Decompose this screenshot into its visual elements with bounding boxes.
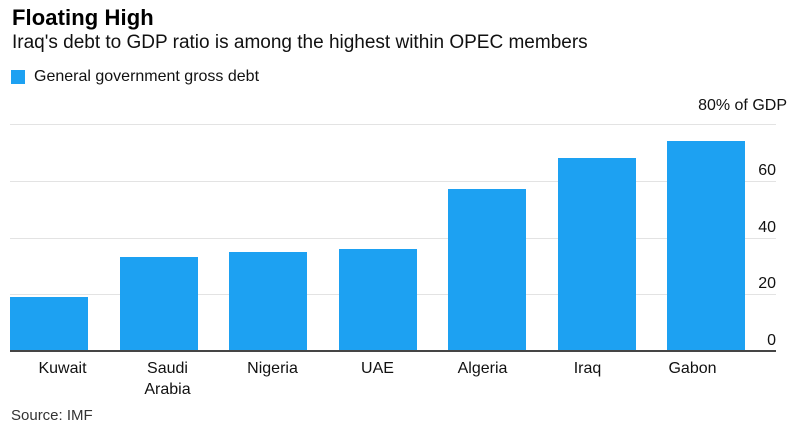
bar-kuwait — [10, 297, 88, 351]
x-axis-category-labels: Kuwait Saudi Arabia Nigeria UAE Algeria Iraq G… — [10, 358, 745, 400]
x-category-label-text: Iraq — [573, 360, 602, 377]
x-category-label-text: Algeria — [457, 360, 508, 377]
legend-swatch-icon — [11, 70, 25, 84]
x-category-label-saudi-arabia: Saudi Arabia — [115, 358, 220, 400]
x-category-label-uae: UAE — [325, 358, 430, 400]
legend-label: General government gross debt — [34, 68, 260, 85]
bar-algeria — [448, 189, 526, 351]
chart-title: Floating High — [12, 5, 154, 30]
x-category-label-text: UAE — [361, 360, 394, 377]
x-category-label-algeria: Algeria — [430, 358, 535, 400]
gridline-40 — [10, 238, 776, 239]
y-tick-label-20: 20 — [758, 275, 776, 292]
bar-iraq — [557, 158, 636, 351]
x-category-label-text: Kuwait — [38, 360, 87, 377]
x-category-label-text: Gabon — [668, 360, 717, 377]
y-axis-unit-label: 80% of GDP — [698, 97, 787, 114]
y-tick-label-60: 60 — [758, 162, 776, 179]
bar-series — [10, 123, 745, 351]
x-axis-line — [10, 350, 776, 352]
y-tick-label-0: 0 — [767, 332, 776, 349]
bar-saudi-arabia — [119, 257, 198, 351]
chart-subtitle: Iraq's debt to GDP ratio is among the hi… — [12, 32, 588, 53]
gridline-80 — [10, 124, 776, 125]
bar-gabon — [667, 141, 745, 351]
bar-uae — [338, 249, 417, 351]
x-category-label-text: Nigeria — [247, 360, 298, 377]
bar-nigeria — [229, 252, 307, 351]
x-category-label-gabon: Gabon — [640, 358, 745, 400]
y-tick-label-40: 40 — [758, 219, 776, 236]
x-category-label-kuwait: Kuwait — [10, 358, 115, 400]
legend: General government gross debt — [11, 68, 259, 86]
x-category-label-iraq: Iraq — [535, 358, 640, 400]
gridline-60 — [10, 181, 776, 182]
source-note: Source: IMF — [11, 407, 93, 424]
x-category-label-nigeria: Nigeria — [220, 358, 325, 400]
x-category-label-text: Saudi Arabia — [144, 360, 191, 398]
